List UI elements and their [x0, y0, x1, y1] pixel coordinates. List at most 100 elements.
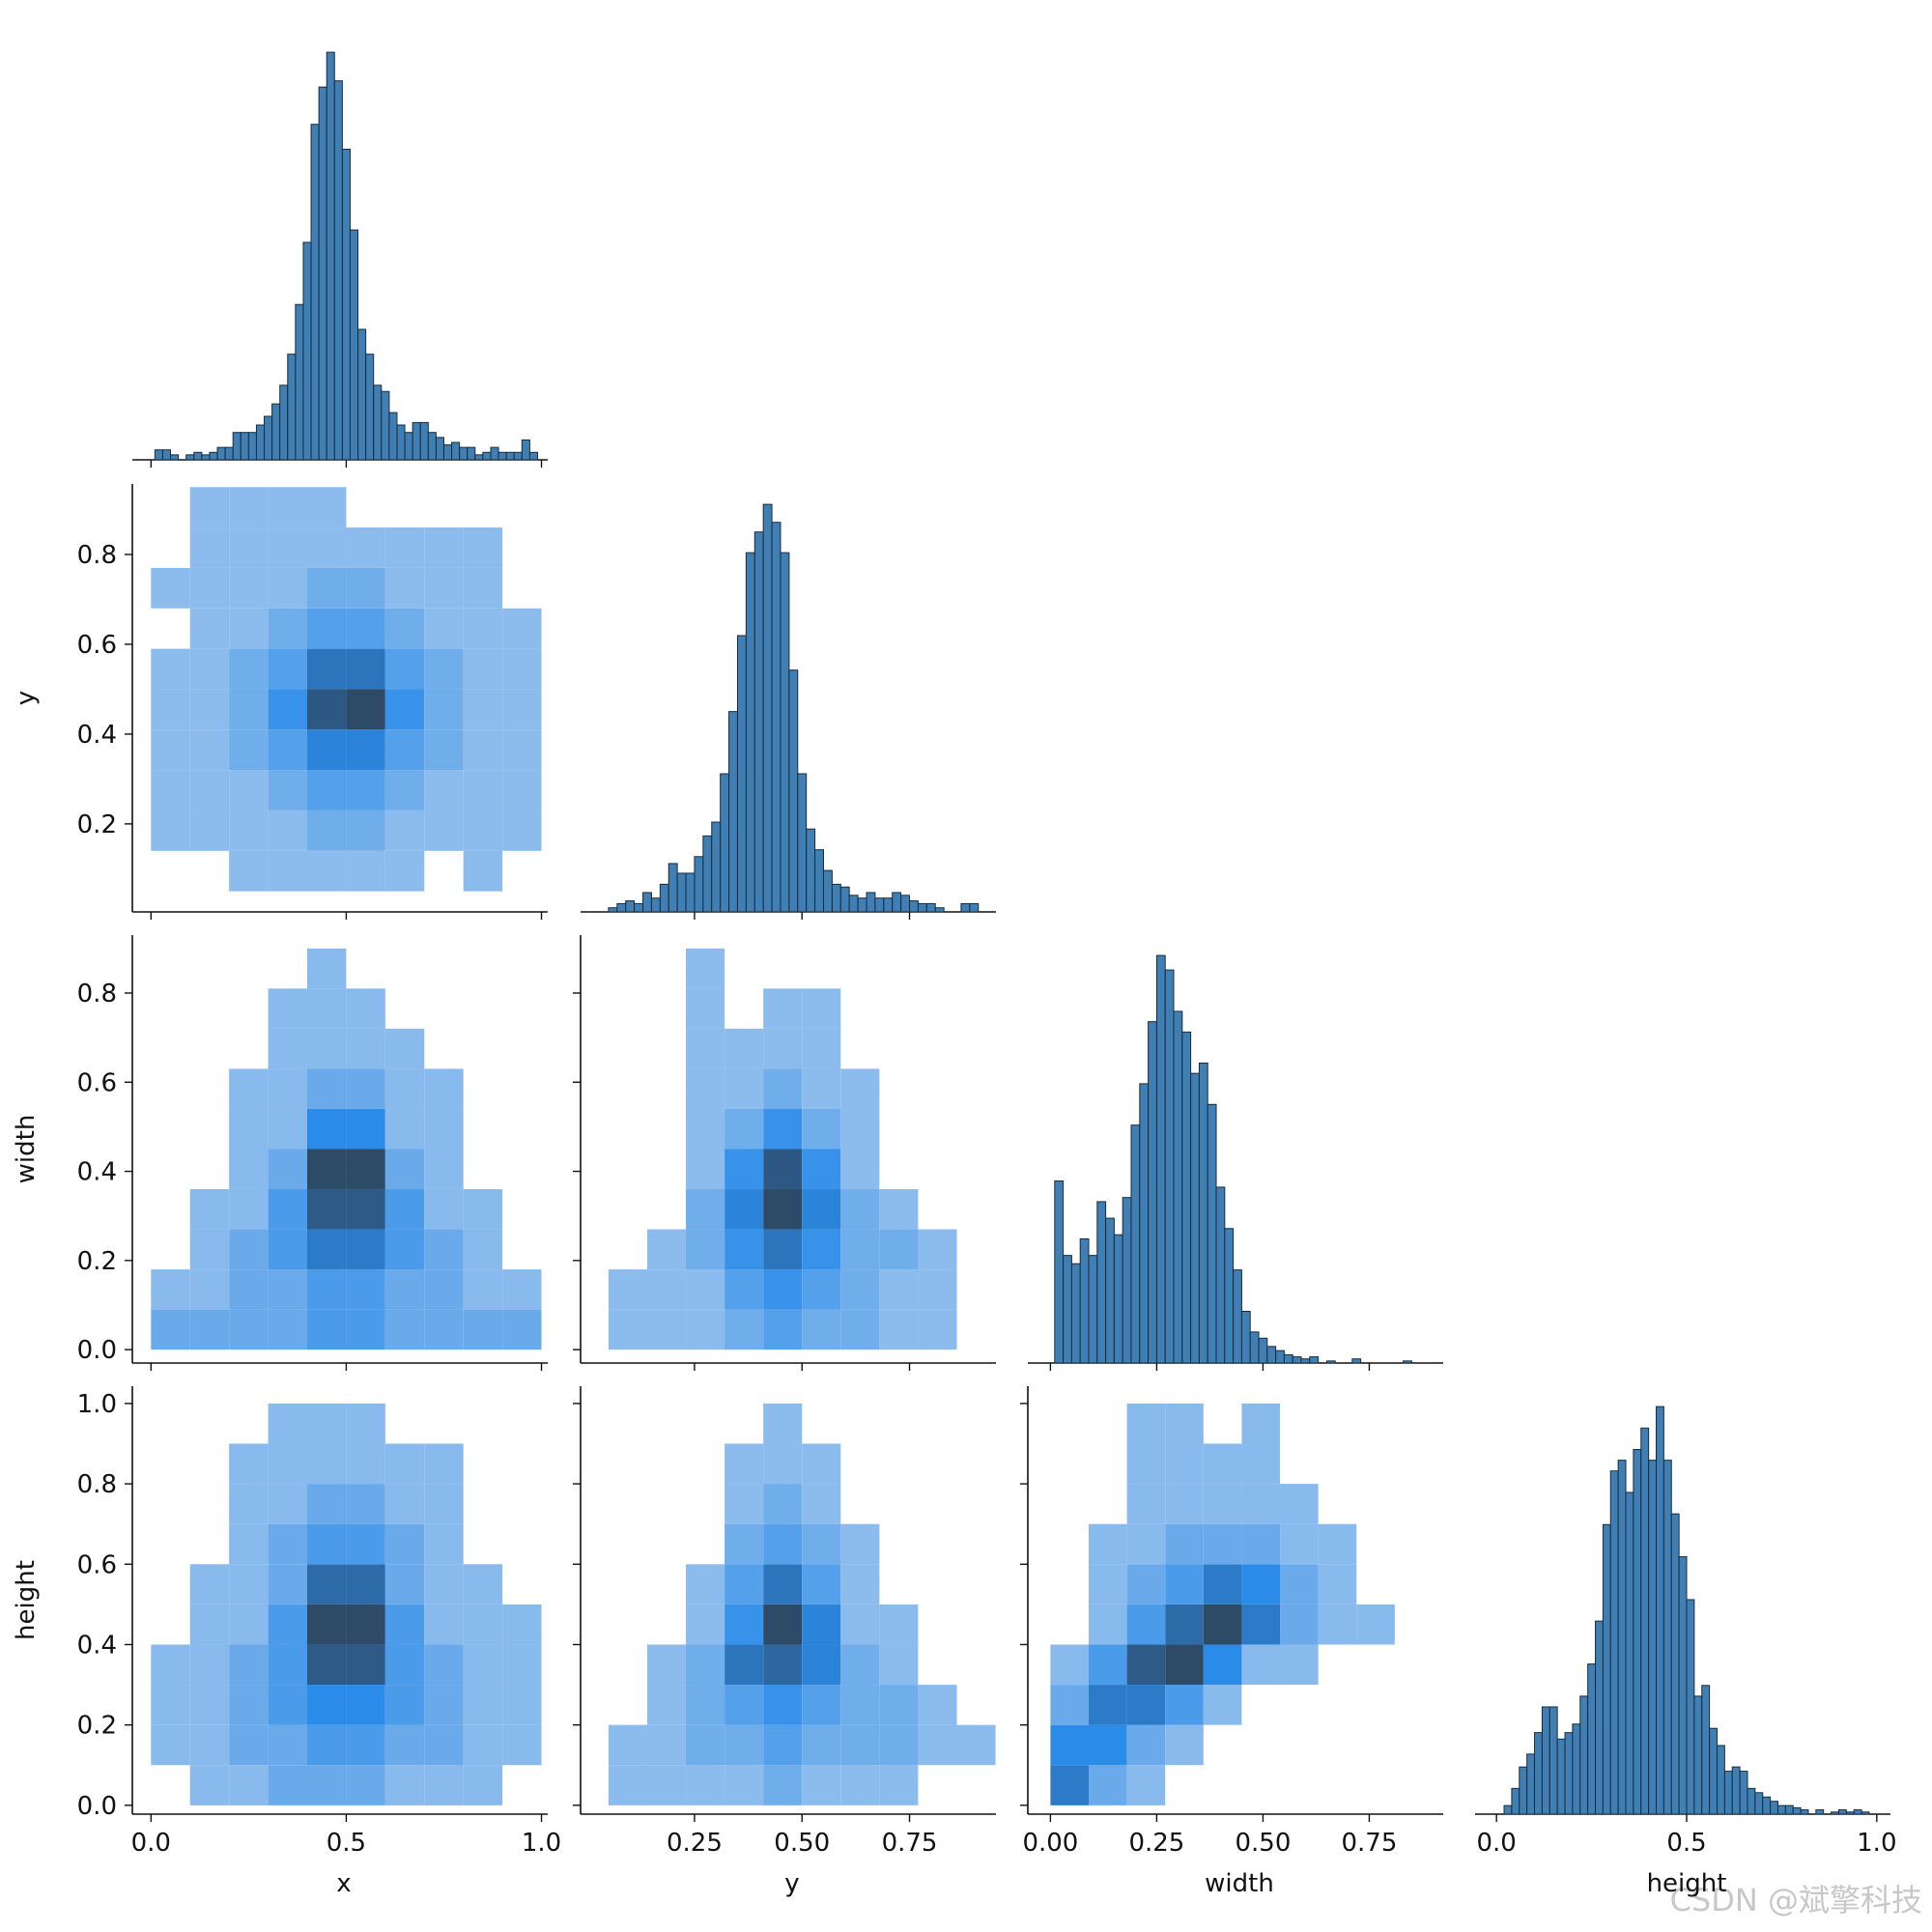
hist2d-cell — [424, 1484, 464, 1524]
hist2d-cell — [346, 1443, 385, 1485]
hist2d-cell — [1318, 1604, 1357, 1645]
hist-bar — [1625, 1492, 1634, 1815]
hist2d-cell — [346, 689, 385, 730]
hist2d-cell — [840, 1484, 879, 1524]
hist-bar — [1754, 1792, 1764, 1815]
hist-bar — [467, 446, 476, 461]
hist2d-cell — [1203, 1604, 1242, 1645]
hist-bar — [482, 451, 492, 461]
hist2d-cell — [802, 949, 840, 989]
hist2d-cell — [1203, 1685, 1242, 1725]
hist2d-cell — [189, 1229, 230, 1270]
hist2d-cell — [268, 850, 308, 892]
hist2d-cell — [647, 1564, 686, 1605]
hist2d-cell — [1050, 1524, 1089, 1565]
hist2d-cell — [385, 949, 424, 989]
hist-bar — [780, 552, 790, 913]
hist-bar — [349, 229, 359, 461]
hist-bar — [969, 902, 980, 913]
hist2d-cell — [229, 810, 269, 851]
hist2d-cell — [840, 1149, 880, 1190]
hist2d-cell — [424, 1029, 463, 1069]
hist2d-cell — [647, 1484, 686, 1524]
hist2d-cell — [307, 648, 347, 690]
y-axis-label: height — [12, 1560, 41, 1640]
x-axis-label: y — [784, 1869, 799, 1898]
hist2d-cell — [346, 1724, 385, 1766]
hist2d-cell — [229, 1724, 269, 1766]
hist2d-cell — [502, 527, 541, 568]
hist2d-cell — [918, 1029, 956, 1069]
hist-bar — [1670, 1513, 1680, 1815]
hist2d-cell — [268, 648, 308, 690]
hist2d-cell — [229, 1108, 269, 1150]
hist2d-cell — [424, 1765, 464, 1805]
hist2d-cell — [1241, 1403, 1281, 1444]
hist2d-cell — [1280, 1644, 1319, 1686]
hist-bar — [1240, 1310, 1251, 1364]
hist2d-cell — [1395, 1685, 1434, 1725]
hist2d-cell — [229, 1189, 269, 1230]
hist-bar — [839, 886, 850, 913]
hist2d-cell — [1356, 1685, 1395, 1725]
x-tick-label: 0.0 — [1476, 1829, 1516, 1858]
hist-bar — [404, 432, 413, 461]
hist2d-cell — [464, 1150, 502, 1190]
hist2d-cell — [424, 1149, 464, 1190]
hist2d-cell — [1280, 1523, 1319, 1565]
hist2d-cell — [151, 1269, 190, 1310]
hist2d-cell — [763, 1403, 803, 1444]
hist2d-cell — [424, 1644, 464, 1686]
hist2d-cell — [840, 1189, 880, 1230]
hist2d-cell — [190, 1029, 229, 1069]
hist2d-cell — [879, 1564, 918, 1605]
hist2d-cell — [151, 1109, 189, 1150]
hist-bar — [1747, 1787, 1756, 1815]
hist2d-cell — [686, 948, 725, 989]
y-tick-label: 0.2 — [77, 810, 117, 839]
y-tick-label: 0.0 — [77, 1336, 117, 1365]
hist2d-cell — [956, 1724, 996, 1766]
hist2d-cell — [724, 1644, 764, 1686]
hist2d-cell — [1280, 1443, 1319, 1484]
hist2d-cell — [918, 1068, 956, 1109]
hist2d-cell — [918, 1443, 956, 1484]
hist2d-cell — [424, 487, 463, 527]
hist2d-cell — [346, 770, 385, 810]
hist-bar — [625, 900, 636, 913]
hist2d-cell — [879, 1443, 918, 1484]
hist2d-cell — [956, 1443, 995, 1484]
hist2d-cell — [724, 1404, 763, 1444]
hist2d-cell — [424, 608, 464, 649]
hist2d-cell — [802, 1269, 841, 1310]
hist-bar — [1164, 969, 1175, 1364]
hist2d-cell — [724, 1765, 764, 1805]
hist2d-cell — [307, 1484, 347, 1524]
hist-bar — [728, 711, 738, 913]
hist2d-cell — [609, 1484, 647, 1524]
hist2d-cell — [1241, 1604, 1281, 1645]
hist2d-cell — [269, 949, 307, 989]
hist2d-cell — [151, 1685, 190, 1725]
hist2d-cell — [724, 1523, 764, 1565]
hist-bar — [232, 432, 242, 461]
hist-bar — [419, 421, 429, 461]
hist-bar — [1770, 1801, 1778, 1815]
hist2d-cell — [346, 1644, 385, 1686]
hist-bar — [771, 522, 781, 913]
hist-bar — [1070, 1263, 1081, 1364]
hist2d-cell — [268, 1604, 308, 1645]
hist2d-cell — [384, 527, 425, 568]
hist2d-cell — [1203, 1523, 1242, 1565]
hist2d-cell — [918, 949, 956, 989]
hist2d-cell — [918, 1269, 957, 1310]
hist2d-cell — [1241, 1765, 1280, 1805]
hist2d-cell — [502, 1443, 541, 1484]
hist-bar — [925, 902, 936, 913]
hist2d-cell — [346, 1189, 385, 1230]
hist2d-cell — [802, 1229, 841, 1270]
hist2d-cell — [840, 949, 879, 989]
hist2d-cell — [802, 1644, 841, 1686]
hist2d-cell — [151, 1484, 189, 1524]
hist2d-cell — [502, 1150, 541, 1190]
